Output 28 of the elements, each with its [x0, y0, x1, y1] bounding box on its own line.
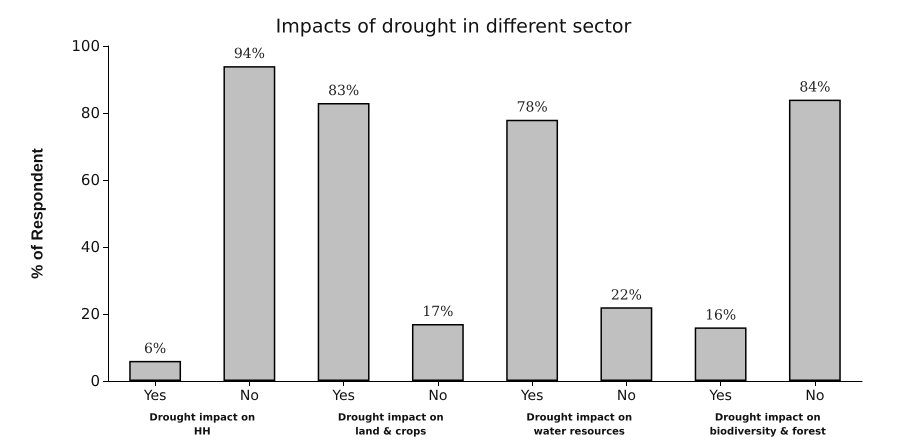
x-tick-label: No	[805, 388, 824, 404]
data-label: 83%	[328, 82, 360, 99]
x-tick-label: Yes	[520, 388, 544, 404]
x-tick-label: No	[240, 388, 259, 404]
y-tick-label: 40	[80, 238, 100, 256]
x-tick-label: Yes	[142, 388, 166, 404]
y-axis-title: % of Respondent	[30, 148, 46, 279]
x-tick-label: Yes	[708, 388, 732, 404]
text: Drought impact on land & crops	[338, 412, 444, 438]
chart-title: Impacts of drought in different sector	[276, 16, 632, 38]
text: Drought impact on water resources	[526, 412, 632, 438]
y-tick-label: 60	[80, 171, 100, 189]
data-label: 17%	[422, 304, 454, 320]
y-tick-label: 80	[80, 104, 100, 122]
data-label: 6%	[144, 340, 166, 357]
y-tick-label: 100	[71, 37, 100, 55]
x-tick-label: No	[616, 388, 636, 404]
text: Drought impact on biodiversity & forest	[710, 412, 826, 438]
x-tick-label: Yes	[331, 388, 355, 404]
data-label: 16%	[705, 307, 736, 324]
y-tick-label: 0	[90, 372, 100, 390]
y-tick-label: 20	[80, 305, 100, 323]
data-label: 78%	[516, 100, 548, 116]
data-label: 94%	[234, 46, 265, 62]
data-label: 22%	[610, 287, 642, 304]
x-tick-label: No	[428, 388, 448, 404]
data-label: 84%	[799, 80, 830, 96]
text: Drought impact on HH	[149, 412, 256, 438]
